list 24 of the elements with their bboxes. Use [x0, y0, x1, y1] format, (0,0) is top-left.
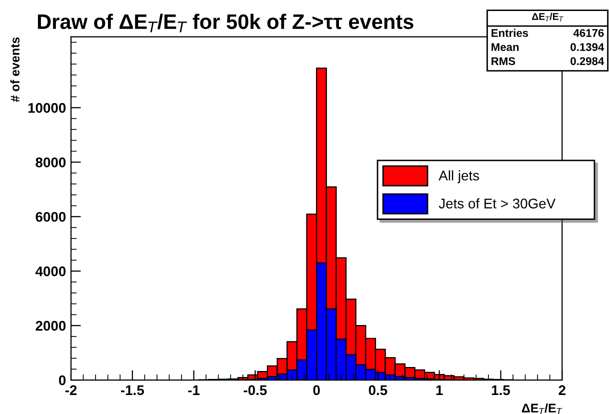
chart-title: Draw of ΔE$_{T}$/E$_{T}$ for 50k of Z->ττ events [38, 14, 414, 32]
x-tick-label: -1.5 [120, 385, 144, 396]
y-tick-label: 10000 [28, 103, 66, 113]
text: ΔE$_{T}$/E$_{T}$ [532, 12, 564, 22]
text: Entries 46176 [492, 28, 604, 37]
y-tick-label: 8000 [36, 157, 66, 168]
text: Mean 0.1394 [492, 43, 604, 52]
y-tick-label: 6000 [36, 212, 66, 222]
text: RMS 0.2984 [492, 57, 604, 66]
x-tick-label: -1 [188, 385, 200, 395]
y-tick-label: 2000 [36, 320, 66, 331]
x-tick-label: -2 [65, 385, 77, 395]
x-tick-label: 2 [558, 385, 566, 395]
x-tick-label: 1 [436, 385, 443, 395]
legend-label: All jets [438, 170, 480, 184]
x-tick-label: 0.5 [368, 385, 388, 396]
x-tick-label: 1.5 [492, 385, 510, 396]
y-axis-title: # of events [10, 37, 20, 102]
x-tick-label: 0 [313, 385, 320, 396]
x-tick-label: -0.5 [244, 385, 267, 396]
x-axis-title: ΔE$_{T}$/E$_{T}$ [522, 403, 562, 414]
legend-label: Jets of Et > 30GeV [438, 198, 556, 208]
y-tick-label: 0 [58, 375, 66, 386]
y-tick-label: 4000 [35, 266, 66, 276]
